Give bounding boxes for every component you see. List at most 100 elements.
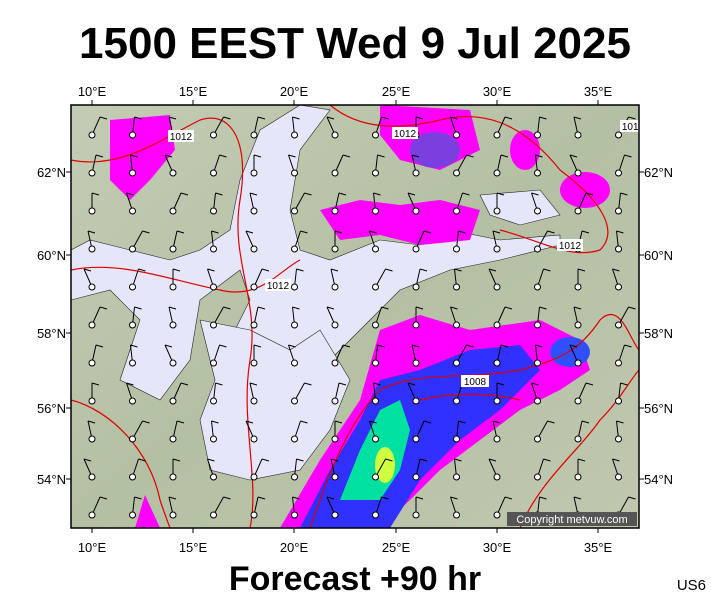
wind-barb — [488, 268, 497, 272]
station — [574, 359, 582, 367]
wind-barb — [377, 344, 385, 348]
wind-barb — [381, 496, 389, 500]
wind-barb — [373, 192, 381, 196]
station — [534, 473, 541, 481]
station — [372, 169, 379, 177]
station — [250, 283, 258, 291]
station — [129, 397, 136, 405]
wind-barb — [458, 420, 466, 424]
station — [453, 245, 460, 253]
wind-barb — [385, 268, 393, 272]
wind-barb — [330, 458, 339, 462]
wind-barb — [419, 458, 428, 462]
station — [453, 207, 460, 215]
wind-barb — [415, 116, 424, 120]
wind-barb — [176, 420, 185, 424]
title: 1500 EEST Wed 9 Jul 2025 — [79, 19, 631, 68]
station — [331, 283, 339, 291]
wind-barb — [176, 230, 185, 234]
wind-barb — [624, 344, 632, 348]
wind-barb — [261, 458, 270, 462]
wind-barb — [377, 154, 385, 158]
station — [291, 131, 298, 139]
station — [412, 321, 420, 329]
station — [250, 169, 258, 177]
station — [331, 321, 339, 329]
station — [493, 245, 501, 253]
wind-barb — [535, 154, 543, 158]
station — [210, 473, 217, 481]
station — [291, 359, 298, 367]
station — [88, 511, 96, 519]
station — [129, 131, 136, 139]
wind-barb — [326, 306, 335, 310]
station — [493, 207, 501, 215]
station — [615, 435, 622, 443]
station — [534, 207, 541, 215]
station — [331, 359, 339, 367]
lon-label: 25°E — [382, 84, 411, 99]
wind-barb — [385, 458, 393, 462]
wind-barb — [612, 268, 620, 272]
station — [493, 473, 501, 481]
wind-barb — [500, 154, 509, 158]
wind-barb — [300, 230, 308, 234]
wind-barb — [381, 306, 389, 310]
isobar-label: 1012 — [622, 122, 645, 133]
isobar-label: 1012 — [559, 241, 582, 252]
wind-barb — [466, 344, 474, 348]
wind-barb — [249, 192, 258, 196]
lon-label: 15°E — [179, 84, 208, 99]
station — [169, 245, 177, 253]
wind-barb — [338, 382, 347, 386]
wind-barb — [581, 230, 590, 234]
wind-barb — [142, 420, 150, 424]
wind-barb — [369, 230, 377, 234]
wind-barb — [496, 382, 505, 386]
station — [372, 511, 379, 519]
wind-barb — [573, 116, 582, 120]
station — [615, 397, 622, 405]
station — [210, 207, 217, 215]
station — [574, 397, 582, 405]
wind-barb — [458, 230, 466, 234]
lat-label: 54°N — [644, 472, 673, 487]
station — [88, 435, 96, 443]
station — [129, 511, 136, 519]
wind-barb — [245, 230, 254, 234]
station — [210, 169, 217, 177]
station — [534, 435, 541, 443]
wind-barb — [334, 230, 343, 234]
station — [574, 131, 582, 139]
wind-barb — [492, 420, 501, 424]
station — [534, 359, 541, 367]
station — [129, 473, 136, 481]
station — [331, 207, 339, 215]
wind-barb — [326, 496, 335, 500]
wind-barb — [462, 192, 470, 196]
station — [88, 131, 96, 139]
station — [88, 245, 96, 253]
wind-barb — [581, 420, 590, 424]
wind-barb — [300, 420, 308, 424]
station — [412, 397, 420, 405]
wind-barb — [338, 192, 347, 196]
station — [372, 359, 379, 367]
wind-barb — [423, 230, 432, 234]
station — [331, 397, 339, 405]
label-box — [461, 375, 489, 387]
wind-barb — [130, 154, 138, 158]
wind-barb — [99, 116, 108, 120]
wind-barb — [288, 154, 296, 158]
station — [453, 473, 460, 481]
station — [534, 131, 541, 139]
station — [88, 473, 96, 481]
wind-barb — [292, 116, 300, 120]
station — [210, 397, 217, 405]
station — [210, 511, 217, 519]
station — [412, 283, 420, 291]
precipitation — [560, 172, 610, 208]
station — [169, 169, 177, 177]
station — [453, 283, 460, 291]
